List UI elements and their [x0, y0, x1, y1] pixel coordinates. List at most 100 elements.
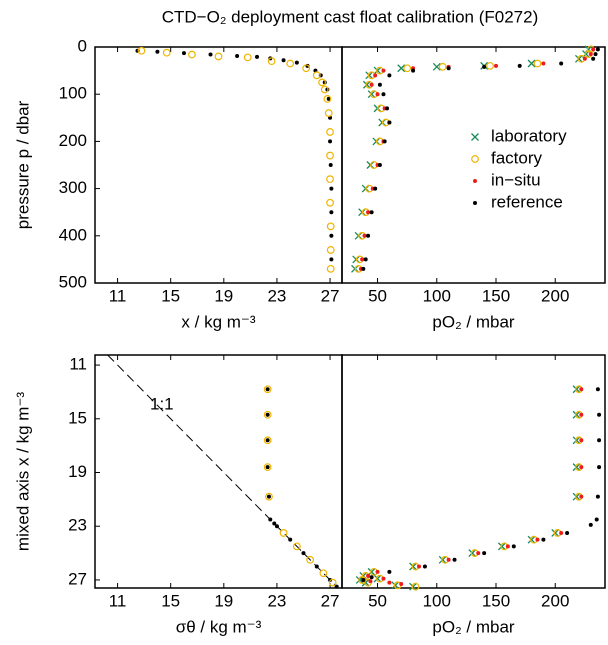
- marker-dot: [301, 551, 306, 556]
- marker-dot: [208, 52, 213, 57]
- marker-circle: [320, 85, 329, 94]
- marker-x: [574, 54, 583, 63]
- marker-dot: [369, 575, 374, 580]
- marker-x: [468, 549, 477, 558]
- axes-frame: [341, 354, 606, 589]
- marker-dot: [360, 257, 365, 262]
- marker-dot: [155, 49, 160, 54]
- marker-x: [409, 562, 418, 571]
- x-axis-label: pO₂ / mbar: [432, 617, 515, 636]
- marker-dot: [588, 522, 593, 527]
- x-tick-label: 50: [368, 591, 387, 610]
- x-tick-label: 23: [267, 591, 286, 610]
- marker-dot: [328, 163, 333, 167]
- x-axis-label: x / kg m⁻³: [181, 312, 255, 331]
- marker-circle: [471, 155, 479, 163]
- marker-circle: [486, 61, 494, 70]
- y-tick-label: 300: [59, 178, 87, 197]
- marker-circle: [263, 463, 272, 472]
- marker-dot: [559, 61, 564, 66]
- marker-circle: [318, 78, 326, 87]
- marker-dot: [329, 210, 334, 215]
- marker-dot: [579, 438, 584, 443]
- axes-frame: [94, 46, 343, 284]
- marker-circle: [267, 57, 276, 66]
- marker-x: [572, 436, 581, 445]
- marker-dot: [314, 564, 319, 569]
- marker-dot: [268, 517, 273, 522]
- marker-dot: [266, 494, 271, 499]
- marker-dot: [281, 58, 286, 63]
- marker-x: [572, 463, 581, 472]
- marker-x: [367, 90, 376, 99]
- marker-circle: [326, 175, 334, 184]
- marker-x: [391, 581, 400, 590]
- marker-x: [397, 64, 406, 73]
- marker-dot: [482, 64, 487, 69]
- marker-dot: [579, 387, 584, 392]
- marker-circle: [403, 64, 412, 73]
- marker-dot: [334, 584, 339, 589]
- marker-circle: [137, 46, 146, 55]
- marker-dot: [361, 266, 366, 271]
- marker-dot: [595, 494, 600, 499]
- y-tick-label: 0: [78, 36, 87, 55]
- marker-dot: [382, 139, 387, 144]
- marker-circle: [188, 50, 196, 59]
- marker-dot: [373, 73, 378, 78]
- y-tick-label: 27: [68, 569, 87, 588]
- marker-dot: [595, 47, 600, 52]
- marker-circle: [323, 95, 332, 103]
- marker-dot: [597, 412, 602, 417]
- marker-circle: [438, 62, 447, 71]
- marker-dot: [541, 61, 546, 66]
- marker-dot: [387, 120, 392, 125]
- x-axis-label: σθ / kg m⁻³: [176, 617, 262, 636]
- axes-frame: [341, 46, 606, 284]
- marker-x: [373, 574, 382, 583]
- marker-dot: [288, 537, 293, 542]
- marker-dot: [377, 163, 382, 167]
- marker-circle: [263, 436, 272, 445]
- marker-dot: [363, 257, 368, 262]
- x-tick-label: 11: [109, 286, 127, 305]
- marker-dot: [579, 465, 584, 470]
- marker-circle: [328, 578, 337, 587]
- marker-dot: [511, 544, 516, 549]
- marker-x: [362, 80, 371, 89]
- marker-dot: [476, 551, 481, 556]
- x-tick-label: 27: [321, 591, 340, 610]
- y-tick-label: 500: [59, 272, 87, 291]
- marker-dot: [591, 56, 596, 61]
- marker-dot: [361, 577, 366, 582]
- identity-line: [107, 354, 339, 589]
- marker-circle: [214, 52, 223, 61]
- marker-dot: [387, 73, 392, 78]
- marker-dot: [381, 68, 386, 73]
- marker-dot: [181, 51, 186, 56]
- marker-x: [551, 528, 560, 537]
- marker-dot: [595, 387, 600, 392]
- marker-dot: [399, 581, 404, 586]
- x-tick-label: 150: [482, 591, 510, 610]
- marker-circle: [162, 48, 171, 57]
- marker-dot: [541, 537, 546, 542]
- marker-circle: [306, 555, 315, 564]
- marker-circle: [319, 569, 328, 578]
- marker-dot: [265, 465, 270, 470]
- marker-dot: [294, 60, 299, 65]
- marker-dot: [377, 82, 382, 87]
- marker-circle: [265, 492, 273, 501]
- marker-dot: [385, 106, 390, 111]
- marker-dot: [362, 233, 367, 238]
- marker-dot: [565, 530, 570, 535]
- marker-dot: [582, 56, 587, 61]
- marker-dot: [235, 53, 240, 58]
- marker-dot: [446, 557, 451, 562]
- marker-dot: [265, 412, 270, 417]
- marker-dot: [329, 186, 334, 191]
- marker-dot: [381, 576, 386, 581]
- marker-dot: [369, 82, 374, 87]
- marker-x: [365, 71, 374, 80]
- marker-circle: [292, 542, 301, 551]
